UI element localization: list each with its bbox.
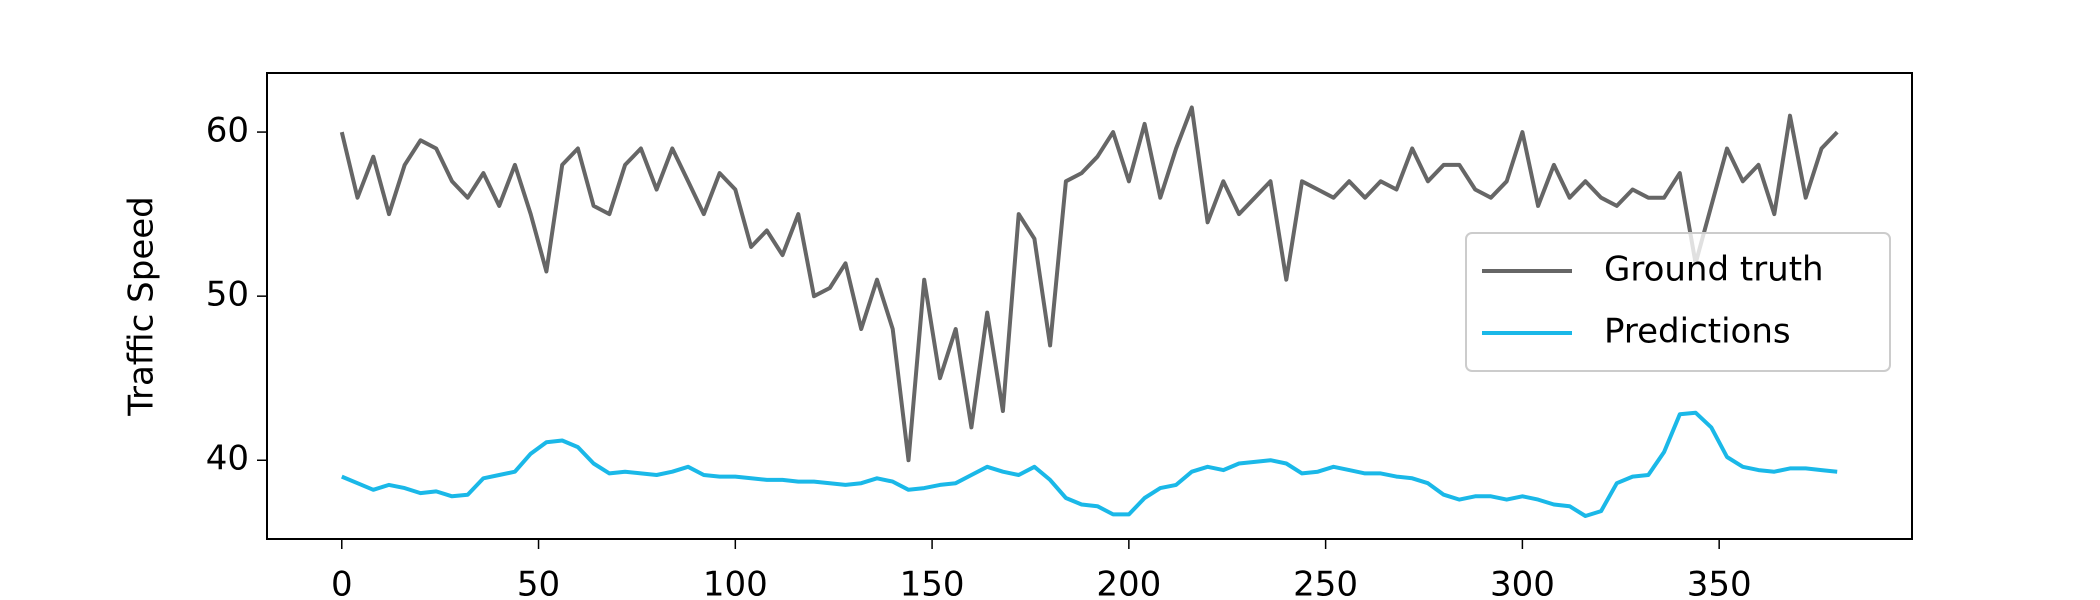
plot-frame xyxy=(266,72,1913,540)
x-tick-label: 200 xyxy=(1096,565,1161,600)
line-series xyxy=(339,105,1839,463)
y-tick-label: 50 xyxy=(206,275,249,315)
y-axis-label: Traffic Speed xyxy=(122,196,162,417)
x-tick-label: 300 xyxy=(1490,565,1555,600)
line-series xyxy=(341,410,1838,518)
legend-box xyxy=(1465,232,1891,372)
legend-label: Predictions xyxy=(1604,312,1791,352)
x-tick-label: 250 xyxy=(1293,565,1358,600)
x-tick-label: 0 xyxy=(331,565,353,600)
y-tick-label: 60 xyxy=(206,111,249,151)
legend-label: Ground truth xyxy=(1604,250,1824,290)
y-tick-label: 40 xyxy=(206,439,249,479)
x-tick-label: 150 xyxy=(900,565,965,600)
x-tick-label: 50 xyxy=(517,565,560,600)
x-tick-label: 350 xyxy=(1687,565,1752,600)
x-tick-label: 100 xyxy=(703,565,768,600)
